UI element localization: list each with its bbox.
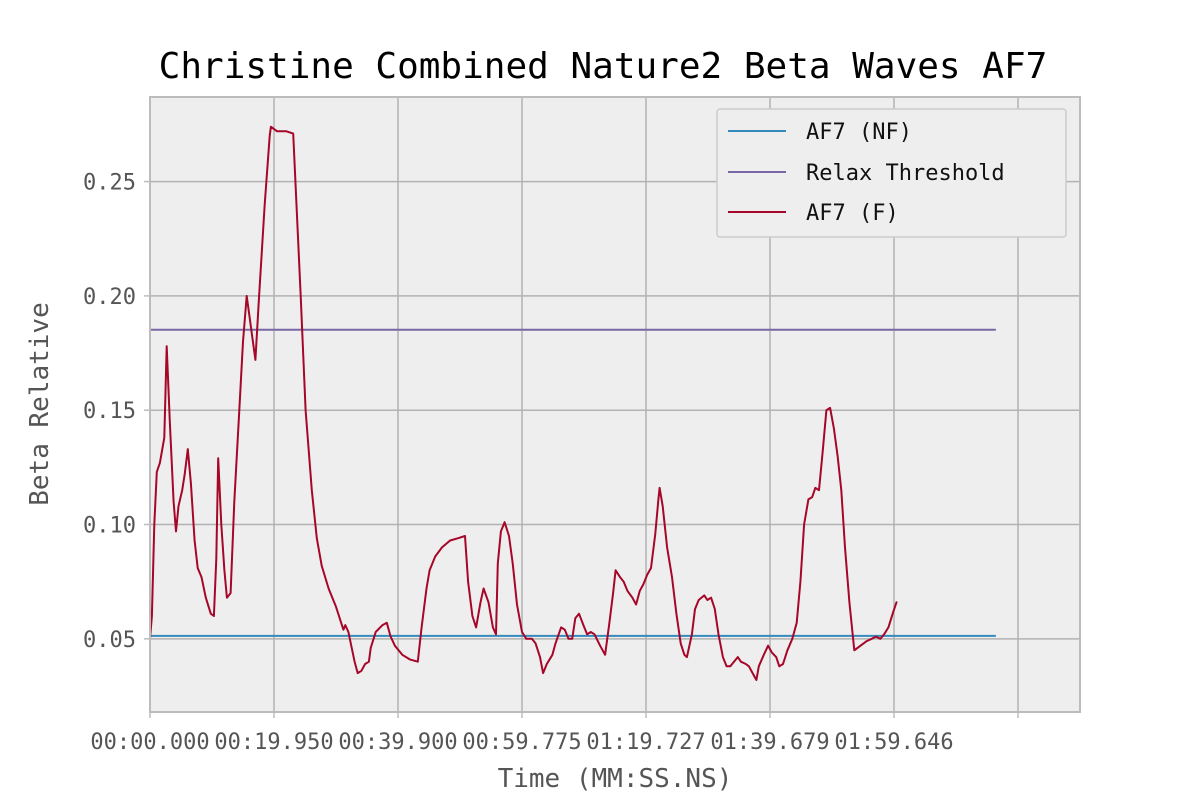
- series-line-af7-f: [149, 125, 898, 681]
- chart-title: Christine Combined Nature2 Beta Waves AF…: [159, 46, 1048, 87]
- y-axis-label: Beta Relative: [25, 302, 55, 506]
- x-tick-label: 00:39.900: [338, 730, 457, 755]
- y-tick-label: 0.05: [83, 628, 136, 653]
- x-tick-label: 00:00.000: [90, 730, 209, 755]
- x-axis-label: Time (MM:SS.NS): [498, 764, 733, 794]
- legend: AF7 (NF) Relax Threshold AF7 (F): [716, 108, 1067, 238]
- y-tick-labels: 0.05 0.10 0.15 0.20 0.25: [83, 171, 136, 653]
- x-tick-label: 00:19.950: [214, 730, 333, 755]
- y-tick-label: 0.10: [83, 514, 136, 539]
- plot-area-frame: [149, 96, 1081, 713]
- y-tick-label: 0.20: [83, 285, 136, 310]
- x-tick-label: 01:59.646: [834, 730, 953, 755]
- x-tick-label: 01:39.679: [710, 730, 829, 755]
- series-layer: [149, 125, 997, 681]
- legend-box: [716, 108, 1067, 238]
- x-tick-labels: 00:00.000 00:19.950 00:39.900 00:59.775 01:1…: [90, 730, 953, 755]
- legend-label-af7-f: AF7 (F): [806, 201, 899, 226]
- legend-label-relax-threshold: Relax Threshold: [806, 161, 1005, 186]
- y-tick-label: 0.15: [83, 399, 136, 424]
- x-tick-label: 00:59.775: [462, 730, 581, 755]
- legend-label-af7-nf: AF7 (NF): [806, 120, 912, 145]
- x-tick-label: 01:19.727: [586, 730, 705, 755]
- y-tick-label: 0.25: [83, 171, 136, 196]
